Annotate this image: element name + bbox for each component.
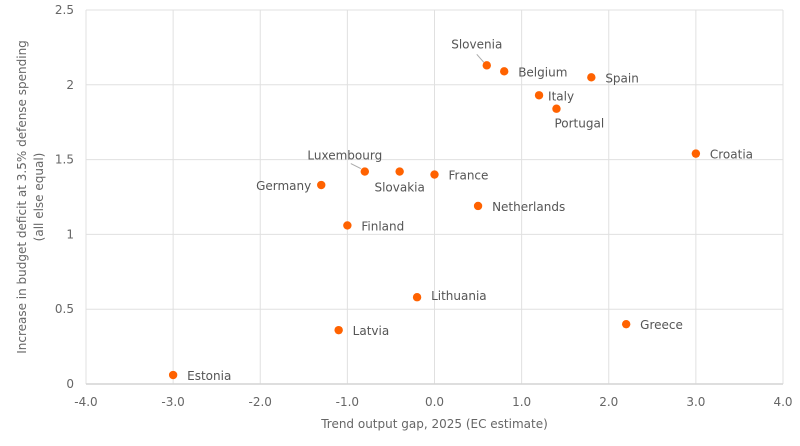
y-tick-label: 1.5	[55, 153, 74, 167]
leader-line	[350, 163, 362, 170]
leader-lines	[350, 54, 485, 170]
data-point	[395, 167, 404, 176]
x-tick-label: 3.0	[686, 395, 705, 409]
y-tick-label: 0	[66, 377, 74, 391]
point-label: Slovakia	[374, 181, 424, 195]
point-label: Croatia	[710, 148, 753, 162]
data-point	[360, 167, 369, 176]
data-point	[473, 201, 483, 211]
point-label: Germany	[256, 179, 311, 193]
data-point	[430, 170, 439, 179]
y-axis-title-line-2: (all else equal)	[32, 153, 46, 242]
x-tick-label: -1.0	[336, 395, 359, 409]
x-tick-label: -3.0	[161, 395, 184, 409]
point-label: Belgium	[518, 65, 567, 79]
point-label: Greece	[640, 318, 683, 332]
data-point	[168, 370, 178, 380]
data-point	[621, 319, 631, 329]
grid	[85, 9, 784, 385]
leader-line	[476, 54, 485, 63]
x-tick-label: 2.0	[599, 395, 618, 409]
y-tick-label: 1	[66, 227, 74, 241]
x-tick-label: 1.0	[512, 395, 531, 409]
point-label: Slovenia	[451, 37, 502, 51]
point-label: Italy	[548, 89, 574, 103]
data-point	[534, 91, 544, 100]
point-label: Lithuania	[431, 289, 487, 303]
data-point	[412, 293, 422, 302]
x-axis-title: Trend output gap, 2025 (EC estimate)	[320, 417, 548, 431]
data-point	[691, 149, 701, 158]
point-label: France	[449, 169, 489, 183]
data-point	[343, 221, 352, 230]
point-label: Portugal	[554, 117, 604, 131]
point-label: Spain	[605, 71, 639, 85]
point-label: Luxembourg	[307, 149, 382, 163]
point-label: Finland	[361, 219, 404, 233]
data-point	[500, 67, 509, 76]
y-tick-label: 2.5	[55, 3, 74, 17]
data-point	[587, 73, 596, 82]
x-tick-label: -4.0	[74, 395, 97, 409]
point-label: Latvia	[353, 324, 390, 338]
point-label: Netherlands	[492, 200, 565, 214]
y-axis-title-line-1: Increase in budget deficit at 3.5% defen…	[15, 40, 29, 354]
x-tick-label: 0.0	[425, 395, 444, 409]
point-label: Estonia	[187, 369, 231, 383]
data-point	[552, 104, 561, 113]
data-points: Estonia Latvia Lithuania Greece Finland Germa…	[168, 37, 753, 383]
data-point	[482, 61, 491, 70]
data-point	[317, 180, 326, 190]
x-tick-label: 4.0	[773, 395, 792, 409]
data-point	[334, 325, 343, 335]
y-tick-label: 0.5	[55, 302, 74, 316]
x-tick-label: -2.0	[249, 395, 272, 409]
axis-ticks: -4.0 -3.0 -2.0 -1.0 0.0 1.0 2.0 3.0 4.0 0 0.5 1 1.5 2…	[55, 3, 793, 409]
y-tick-label: 2	[66, 78, 74, 92]
